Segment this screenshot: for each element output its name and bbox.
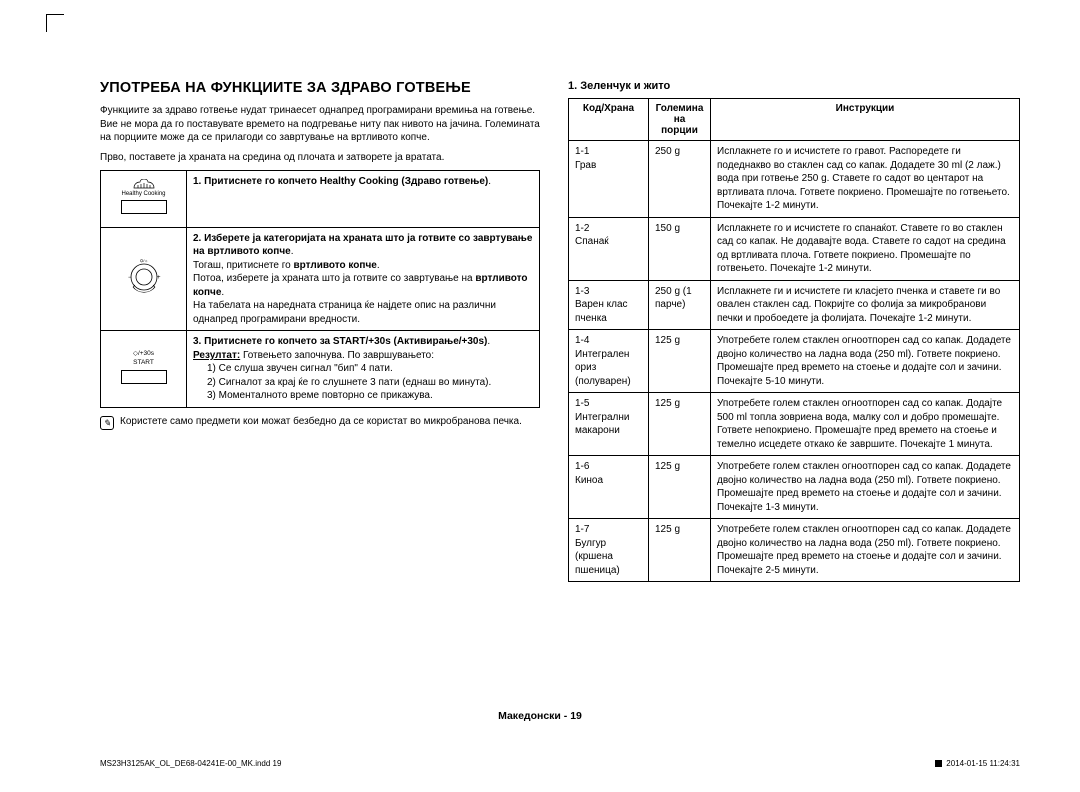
start-icon: ◇/+30s START: [105, 350, 182, 387]
left-column: УПОТРЕБА НА ФУНКЦИИТЕ ЗА ЗДРАВО ГОТВЕЊЕ …: [100, 80, 540, 732]
cell-code: 1-5Интегрални макарони: [569, 393, 649, 456]
th-portion: Големина на порции: [649, 99, 711, 141]
subheading: 1. Зеленчук и жито: [568, 80, 1020, 92]
note-icon: ✎: [100, 416, 114, 430]
svg-text:⏣/☼: ⏣/☼: [139, 258, 147, 263]
note-block: ✎ Користете само предмети кои можат безб…: [100, 416, 540, 430]
start-label: START: [133, 359, 154, 366]
cell-portion: 250 g (1 парче): [649, 280, 711, 330]
svg-text:+: +: [157, 275, 161, 281]
intro-block: Функциите за здраво готвење нудат тринае…: [100, 104, 540, 164]
steps-table: Healthy Cooking 1. Притиснете го копчето…: [100, 170, 540, 408]
cell-code: 1-1Грав: [569, 141, 649, 218]
step-row-2: ⏣/☼ − + 2. Изберете ја категоријата на х…: [101, 227, 540, 331]
button-box-icon: [121, 200, 167, 214]
step1-num: 1. Притиснете го копчето: [193, 176, 320, 187]
section-heading: УПОТРЕБА НА ФУНКЦИИТЕ ЗА ЗДРАВО ГОТВЕЊЕ: [100, 80, 540, 96]
step-row-3: ◇/+30s START 3. Притиснете го копчето за…: [101, 331, 540, 408]
cell-code: 1-3Варен клас пченка: [569, 280, 649, 330]
print-time-text: 2014-01-15 11:24:31: [946, 759, 1020, 768]
table-row: 1-6Киноа125 gУпотребете голем стаклен ог…: [569, 456, 1020, 519]
cell-code: 1-2Спанаќ: [569, 217, 649, 280]
step-icon-cell-1: Healthy Cooking: [101, 171, 187, 228]
cell-instr: Употребете голем стаклен огноотпорен сад…: [711, 519, 1020, 582]
note-text: Користете само предмети кои можат безбед…: [120, 416, 522, 430]
cell-instr: Употребете голем стаклен огноотпорен сад…: [711, 330, 1020, 393]
print-time: 2014-01-15 11:24:31: [935, 759, 1020, 768]
s2-l3a: Потоа, изберете ја храната што ја готвит…: [193, 273, 475, 284]
s2-l2a: Тогаш, притиснете го: [193, 260, 294, 271]
print-metadata: MS23H3125AK_OL_DE68-04241E-00_MK.indd 19…: [100, 759, 1020, 768]
food-table-body: 1-1Грав250 gИсплакнете го и исчистете го…: [569, 141, 1020, 582]
cell-portion: 125 g: [649, 519, 711, 582]
th-portion-l2: на порции: [661, 114, 698, 136]
th-code: Код/Храна: [569, 99, 649, 141]
s2-b2: вртливото копче: [294, 260, 377, 271]
table-row: 1-5Интегрални макарони125 gУпотребете го…: [569, 393, 1020, 456]
s3-post: .: [487, 336, 490, 347]
result-label: Резултат:: [193, 350, 240, 361]
crop-mark: [46, 14, 64, 32]
th-portion-l1: Големина: [656, 103, 704, 114]
s3-pre: 3. Притиснете го копчето за: [193, 336, 333, 347]
s2-m1: .: [291, 246, 294, 257]
dial-icon: ⏣/☼ − +: [124, 257, 164, 297]
s3-bold: START/+30s (Активирање/+30s): [333, 336, 488, 347]
step-row-1: Healthy Cooking 1. Притиснете го копчето…: [101, 171, 540, 228]
table-row: 1-2Спанаќ150 gИсплакнете го и исчистете …: [569, 217, 1020, 280]
cell-instr: Исплакнете ги и исчистете ги класјето пч…: [711, 280, 1020, 330]
table-row: 1-4Интегрален ориз (полуварен)125 gУпотр…: [569, 330, 1020, 393]
result-list: Се слуша звучен сигнал "бип" 4 пати. Сиг…: [193, 362, 533, 403]
step-icon-cell-3: ◇/+30s START: [101, 331, 187, 408]
cell-instr: Исплакнете го и исчистете го спанаќот. С…: [711, 217, 1020, 280]
cell-code: 1-7Булгур (кршена пшеница): [569, 519, 649, 582]
s2-l2b: .: [377, 260, 380, 271]
s2-l4: На табелата на наредната страница ќе нај…: [193, 300, 496, 325]
step-icon-cell-2: ⏣/☼ − +: [101, 227, 187, 331]
res-3: Моменталното време повторно се прикажува…: [207, 389, 533, 403]
table-row: 1-7Булгур (кршена пшеница)125 gУпотребет…: [569, 519, 1020, 582]
cell-instr: Исплакнете го и исчистете го гравот. Рас…: [711, 141, 1020, 218]
cell-portion: 250 g: [649, 141, 711, 218]
print-file: MS23H3125AK_OL_DE68-04241E-00_MK.indd 19: [100, 759, 281, 768]
intro-p1: Функциите за здраво готвење нудат тринае…: [100, 104, 540, 145]
page-content: УПОТРЕБА НА ФУНКЦИИТЕ ЗА ЗДРАВО ГОТВЕЊЕ …: [100, 80, 1020, 732]
step1-bold: Healthy Cooking (Здраво готвење): [320, 176, 489, 187]
step-text-2: 2. Изберете ја категоријата на храната ш…: [187, 227, 540, 331]
food-table-header: Код/Храна Големина на порции Инструкции: [569, 99, 1020, 141]
cell-instr: Употребете голем стаклен огноотпорен сад…: [711, 456, 1020, 519]
start-box-icon: [121, 370, 167, 384]
table-row: 1-3Варен клас пченка250 g (1 парче)Испла…: [569, 280, 1020, 330]
intro-p2: Прво, поставете ја храната на средина од…: [100, 151, 540, 165]
step-text-3: 3. Притиснете го копчето за START/+30s (…: [187, 331, 540, 408]
right-column: 1. Зеленчук и жито Код/Храна Големина на…: [568, 80, 1020, 732]
cell-code: 1-6Киноа: [569, 456, 649, 519]
cell-code: 1-4Интегрален ориз (полуварен): [569, 330, 649, 393]
hc-label: Healthy Cooking: [105, 190, 182, 198]
table-row: 1-1Грав250 gИсплакнете го и исчистете го…: [569, 141, 1020, 218]
cell-instr: Употребете голем стаклен огноотпорен сад…: [711, 393, 1020, 456]
result-text: Готвењето започнува. По завршувањето:: [240, 350, 434, 361]
clock-icon: [935, 760, 942, 767]
s2-b1: вртливото копче: [207, 246, 290, 257]
healthy-cooking-icon: [130, 179, 158, 189]
step-text-1: 1. Притиснете го копчето Healthy Cooking…: [187, 171, 540, 228]
cell-portion: 125 g: [649, 393, 711, 456]
cell-portion: 150 g: [649, 217, 711, 280]
cell-portion: 125 g: [649, 456, 711, 519]
start-sym: ◇/+30s: [133, 350, 154, 357]
svg-text:−: −: [128, 275, 132, 281]
s2-l3b: .: [221, 287, 224, 298]
cell-portion: 125 g: [649, 330, 711, 393]
food-table: Код/Храна Големина на порции Инструкции …: [568, 98, 1020, 582]
step1-post: .: [488, 176, 491, 187]
page-footer: Македонски - 19: [0, 710, 1080, 722]
res-1: Се слуша звучен сигнал "бип" 4 пати.: [207, 362, 533, 376]
th-instr: Инструкции: [711, 99, 1020, 141]
res-2: Сигналот за крај ќе го слушнете 3 пати (…: [207, 376, 533, 390]
